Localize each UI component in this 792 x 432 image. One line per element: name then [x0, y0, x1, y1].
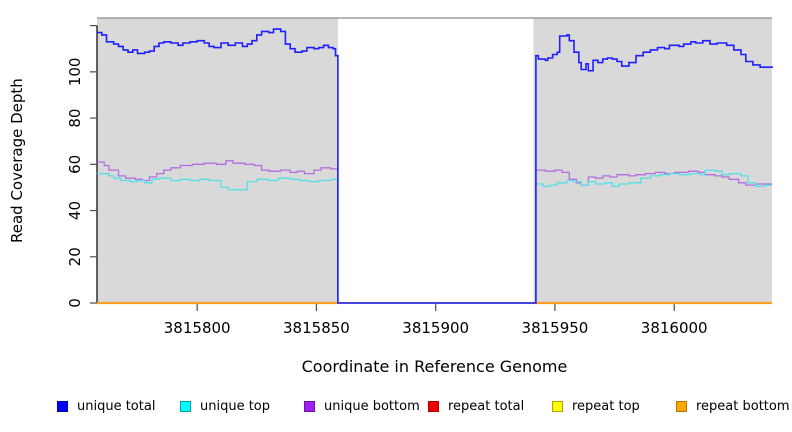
- y-tick-label: 100: [66, 58, 84, 87]
- series-line-unique-top: [97, 169, 772, 304]
- y-tick-label: 40: [66, 201, 84, 220]
- legend-item-repeat-total: repeat total: [428, 398, 524, 414]
- uncovered-region: [337, 18, 534, 303]
- x-tick-label: 3815950: [522, 319, 589, 337]
- y-tick-label: 80: [66, 109, 84, 128]
- x-tick-label: 3816000: [641, 319, 708, 337]
- legend-item-unique-top: unique top: [180, 398, 270, 414]
- legend-swatch-icon: [180, 400, 191, 412]
- legend-label: unique top: [200, 398, 271, 414]
- y-tick-label: 0: [66, 298, 84, 308]
- legend-label: unique bottom: [324, 398, 420, 414]
- legend: unique total unique top unique bottom repea…: [0, 398, 792, 418]
- y-tick-label: 60: [66, 155, 84, 174]
- legend-swatch-icon: [676, 400, 687, 412]
- y-tick-label: 20: [66, 247, 84, 266]
- legend-label: repeat top: [572, 398, 640, 414]
- legend-label: unique total: [77, 398, 156, 414]
- legend-label: repeat total: [448, 398, 525, 414]
- legend-item-unique-bottom: unique bottom: [304, 398, 420, 414]
- series-line-unique-total: [97, 28, 773, 304]
- y-axis-title: Read Coverage Depth: [8, 78, 26, 243]
- legend-swatch-icon: [428, 400, 439, 412]
- legend-item-repeat-top: repeat top: [552, 398, 640, 414]
- x-tick-label: 3815900: [402, 319, 469, 337]
- legend-label: repeat bottom: [696, 398, 790, 414]
- legend-swatch-icon: [304, 400, 315, 412]
- x-tick-label: 3815800: [164, 319, 231, 337]
- legend-item-repeat-bottom: repeat bottom: [676, 398, 790, 414]
- legend-swatch-icon: [552, 400, 563, 412]
- x-tick-label: 3815850: [283, 319, 350, 337]
- legend-item-unique-total: unique total: [57, 398, 155, 414]
- x-axis-title: Coordinate in Reference Genome: [301, 357, 568, 376]
- legend-swatch-icon: [57, 400, 68, 412]
